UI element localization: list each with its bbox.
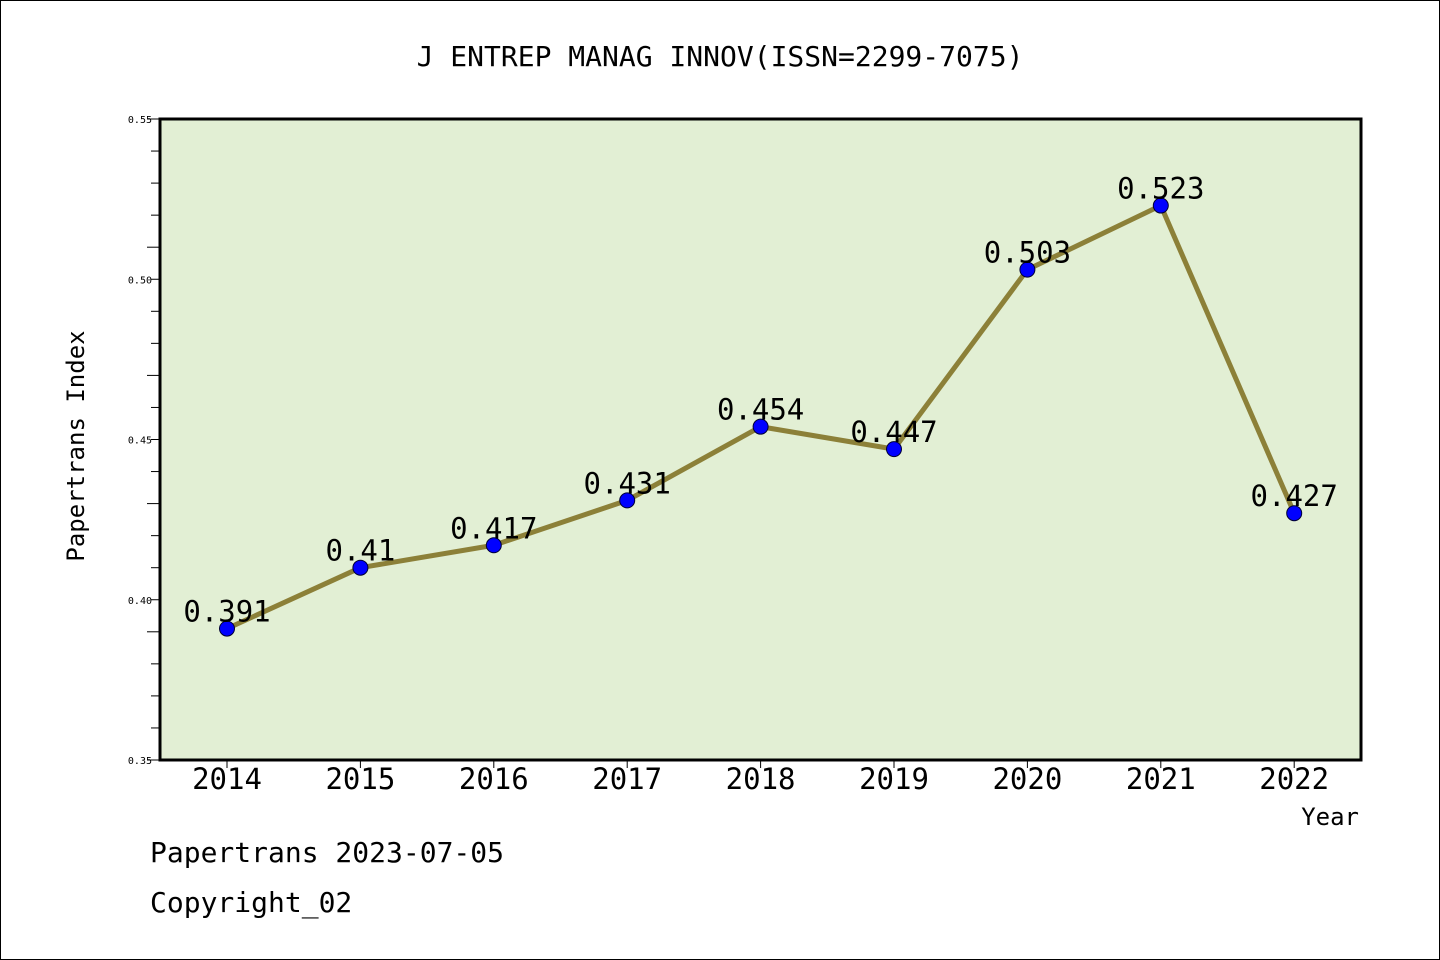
data-point [1019,261,1036,278]
x-tick-label: 2014 [192,762,262,796]
data-points [219,197,1303,637]
y-tick-label: 0.40 [128,596,152,607]
data-label: 0.41 [325,534,395,568]
y-tick-label: 0.50 [128,275,152,286]
x-tick-label: 2015 [325,762,395,796]
data-point [485,537,502,554]
data-point [619,492,636,509]
x-axis: 2014 2015 2016 2017 2018 2019 2020 2021 2022 [192,760,1329,796]
data-point [752,418,769,435]
data-label: 0.391 [183,595,270,629]
x-tick-label: 2022 [1259,762,1329,796]
x-tick-label: 2016 [459,762,529,796]
x-tick-label: 2019 [859,762,929,796]
x-tick-label: 2021 [1126,762,1196,796]
data-label: 0.523 [1117,172,1204,206]
y-axis: 0.35 0.40 0.45 0.50 0.55 [128,115,160,767]
data-point [1286,505,1303,522]
y-tick-label: 0.45 [128,436,152,447]
data-point [1152,197,1169,214]
y-tick-label: 0.35 [128,756,152,767]
data-label: 0.427 [1251,479,1338,513]
data-point [352,559,369,576]
data-label: 0.503 [984,236,1071,270]
x-axis-label: Year [1301,803,1359,831]
data-label: 0.454 [717,393,804,427]
data-labels: 0.391 0.41 0.417 0.431 0.454 0.447 0.503 0.523 0… [183,172,1338,629]
data-point [886,441,902,458]
data-label: 0.447 [850,415,937,449]
data-label: 0.431 [584,466,671,500]
x-tick-label: 2017 [592,762,662,796]
x-tick-label: 2020 [992,762,1062,796]
chart-title: J ENTREP MANAG INNOV(ISSN=2299-7075) [417,40,1024,73]
y-axis-label: Papertrans Index [62,330,90,561]
plot-area [158,117,1363,762]
source-note: Papertrans 2023-07-05 [150,836,505,869]
data-point [219,620,235,637]
copyright-note: Copyright_02 [150,886,353,919]
y-tick-label: 0.55 [128,115,152,126]
x-tick-label: 2018 [726,762,796,796]
data-label: 0.417 [450,511,537,545]
